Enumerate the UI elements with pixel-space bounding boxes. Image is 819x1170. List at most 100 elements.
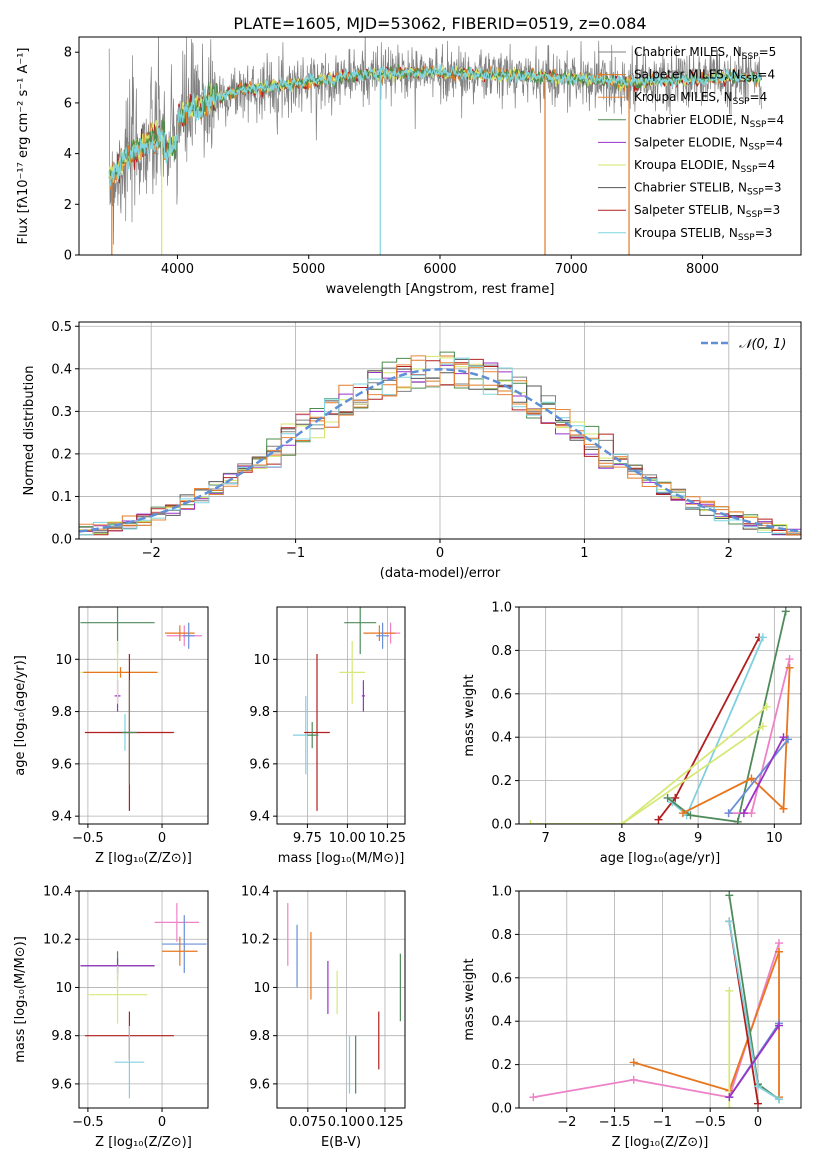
ytick-label: 1.0 [491, 885, 512, 900]
xtick-label: 1 [580, 546, 588, 561]
ytick-label: 0.4 [51, 362, 72, 377]
normal-curve [79, 368, 801, 533]
xtick-label: 2 [725, 546, 733, 561]
xtick-label: 9.75 [293, 831, 322, 846]
xtick-label: 0.075 [289, 1115, 326, 1130]
ytick-label: 2 [64, 198, 72, 213]
axes-frame [518, 890, 802, 1109]
mass_vs_ebv-chart: 0.075 0.100 0.125 9.6 9.8 10 10.2 10.4 E(B-V) [241, 885, 406, 1150]
legend-label: Kroupa MILES, NSSP=4 [634, 90, 767, 107]
xtick-label: 10.25 [369, 831, 406, 846]
x-axis-label: Z [log₁₀(Z/Z⊙)] [95, 851, 192, 866]
plot-area [80, 903, 207, 1099]
y-axis-label: Flux [fλ10⁻¹⁷ erg cm⁻² s⁻¹ A⁻¹] [16, 48, 31, 245]
legend-label: Salpeter STELIB, NSSP=3 [634, 203, 780, 220]
ytick-label: 9.6 [249, 1077, 270, 1092]
ytick-label: 10.4 [241, 885, 270, 900]
weight-line [530, 706, 768, 824]
plot-area [79, 351, 801, 536]
axes-frame [78, 606, 209, 825]
plot-area [526, 607, 794, 824]
ytick-label: 0.2 [491, 1058, 512, 1073]
xtick-label: 0.125 [366, 1115, 403, 1130]
ytick-label: 0.8 [491, 644, 512, 659]
xtick-label: 0 [158, 831, 166, 846]
y-axis-label: age [log₁₀(age/yr)] [13, 655, 28, 776]
xtick-label: 10 [766, 831, 783, 846]
ytick-label: 10 [253, 653, 270, 668]
weight-line [621, 725, 764, 824]
weight_vs_Z-chart: −2 −1.5 −1 −0.5 0 0.0 0.2 0.4 0.6 0.8 1.0 Z [log₁₀(… [462, 885, 802, 1150]
weight-line [533, 942, 780, 1099]
xtick-label: 8 [618, 831, 626, 846]
ytick-label: 0.6 [491, 687, 512, 702]
ytick-label: 10.4 [43, 885, 72, 900]
xtick-label: 0 [158, 1115, 166, 1130]
ytick-label: 10.2 [43, 933, 72, 948]
spectrum-chart: 4000 5000 6000 7000 8000 0 2 4 6 8 wavelength [Ang… [16, 36, 802, 297]
plot-area [529, 891, 784, 1108]
ytick-label: 0.6 [491, 971, 512, 986]
weight-line [782, 667, 791, 809]
weight-line [727, 738, 789, 814]
ytick-label: 9.8 [249, 705, 270, 720]
legend-label: 𝒩(0, 1) [739, 337, 786, 352]
ytick-label: 0.4 [491, 1015, 512, 1030]
ytick-label: 0.1 [51, 490, 72, 505]
ytick-label: 9.8 [51, 705, 72, 720]
legend-label: Salpeter MILES, NSSP=4 [634, 68, 775, 85]
ytick-label: 0.2 [51, 447, 72, 462]
legend-label: Chabrier ELODIE, NSSP=4 [634, 113, 784, 130]
xtick-label: 0 [436, 546, 444, 561]
xtick-label: 0.100 [328, 1115, 365, 1130]
ytick-label: 9.4 [249, 810, 270, 825]
xtick-label: −1 [286, 546, 305, 561]
weight-line [728, 658, 791, 814]
ytick-label: 1.0 [491, 601, 512, 616]
axes-frame [518, 606, 802, 825]
x-axis-label: wavelength [Angstrom, rest frame] [326, 282, 555, 297]
legend-label: Chabrier MILES, NSSP=5 [634, 45, 776, 62]
xtick-label: −0.5 [694, 1115, 726, 1130]
spectrum-model-line [108, 63, 762, 187]
mass_vs_Z-chart: −0.5 0 9.6 9.8 10 10.2 10.4 Z [log₁₀(Z/Z⊙)] mass… [13, 885, 209, 1150]
x-axis-label: mass [log₁₀(M/M⊙)] [278, 851, 405, 866]
ytick-label: 6 [64, 96, 72, 111]
ytick-label: 4 [64, 147, 72, 162]
y-axis-label: mass weight [462, 958, 477, 1040]
plot-area [108, 37, 762, 255]
ytick-label: 9.6 [51, 1077, 72, 1092]
residuals-chart: −2 −1 0 1 2 0.0 0.1 0.2 0.3 0.4 0.5 (data-model)/er… [22, 320, 802, 581]
ytick-label: 0.0 [491, 818, 512, 833]
ytick-label: 0.2 [491, 774, 512, 789]
ytick-label: 10 [55, 981, 72, 996]
ytick-label: 10.2 [241, 933, 270, 948]
ytick-label: 0.3 [51, 405, 72, 420]
ytick-label: 10 [55, 653, 72, 668]
age_vs_Z-chart: −0.5 0 9.4 9.6 9.8 10 Z [log₁₀(Z/Z⊙)] age [log₁… [13, 606, 209, 866]
xtick-label: 5000 [292, 262, 325, 277]
ytick-label: 9.8 [51, 1029, 72, 1044]
ytick-label: 0.0 [491, 1102, 512, 1117]
ytick-label: 0.8 [491, 928, 512, 943]
xtick-label: 0 [754, 1115, 762, 1130]
ytick-label: 9.6 [51, 757, 72, 772]
xtick-label: 7 [542, 831, 550, 846]
xtick-label: −2 [557, 1115, 576, 1130]
xtick-label: −2 [142, 546, 161, 561]
xtick-label: −1.5 [599, 1115, 631, 1130]
ytick-label: 9.4 [51, 810, 72, 825]
weight-line [728, 1024, 780, 1098]
age_vs_mass-chart: 9.75 10.00 10.25 9.4 9.6 9.8 10 mass [log₁₀(M/M… [249, 606, 406, 866]
x-axis-label: age [log₁₀(age/yr)] [600, 851, 721, 866]
ytick-label: 0 [64, 249, 72, 264]
axes-frame [78, 890, 209, 1109]
y-axis-label: Normed distribution [22, 366, 37, 496]
xtick-label: 6000 [423, 262, 456, 277]
weight-line [667, 611, 787, 823]
ytick-label: 9.8 [249, 1029, 270, 1044]
x-axis-label: Z [log₁₀(Z/Z⊙)] [612, 1135, 709, 1150]
weight_vs_age-chart: 7 8 9 10 0.0 0.2 0.4 0.6 0.8 1.0 age [log₁₀(age/yr… [462, 601, 802, 866]
axes-frame [276, 606, 406, 825]
